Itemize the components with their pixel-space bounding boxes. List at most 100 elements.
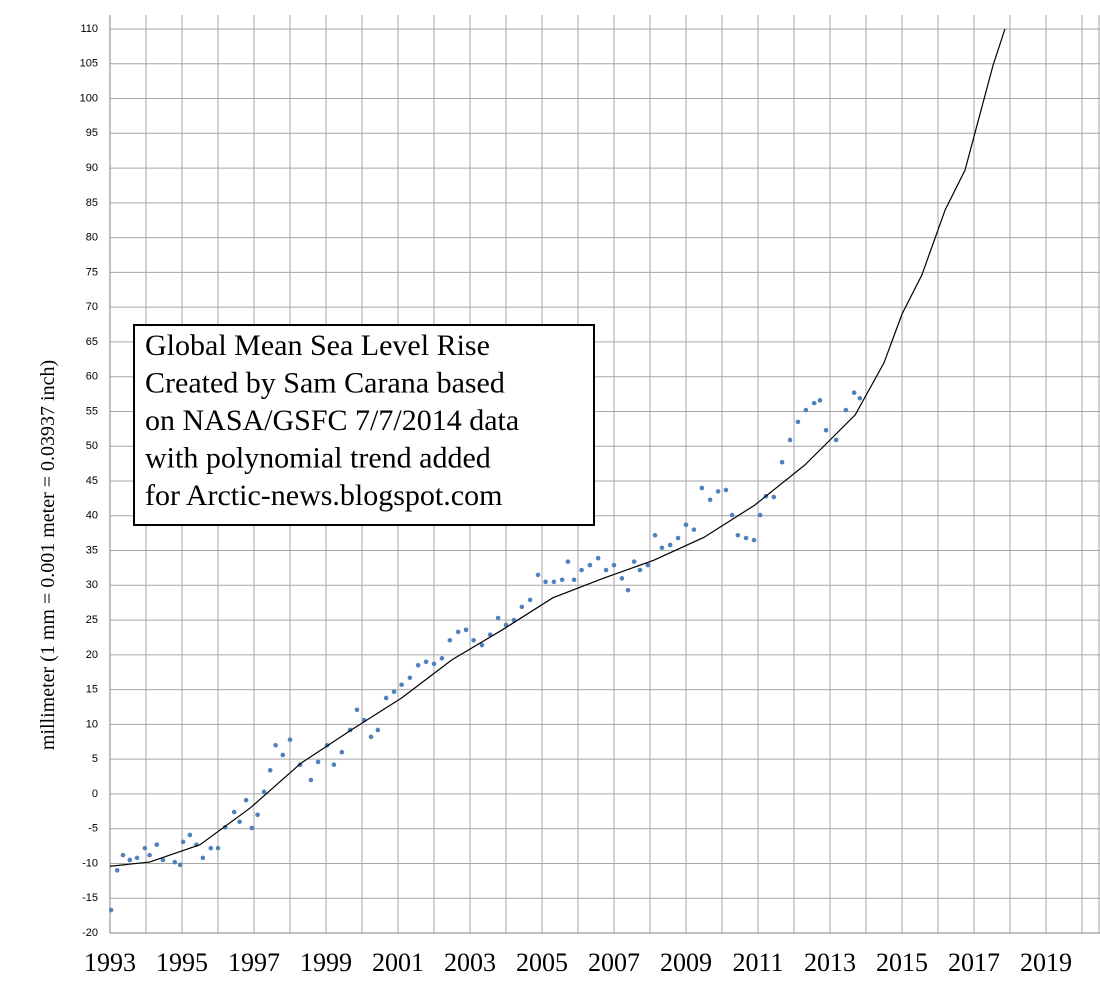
y-tick-label: 10 — [86, 718, 98, 730]
data-point — [645, 562, 651, 568]
y-tick-label: -10 — [82, 857, 98, 869]
data-point — [729, 512, 735, 518]
data-point — [579, 567, 584, 573]
y-tick-label: 60 — [86, 371, 98, 383]
y-tick-label: 35 — [86, 544, 98, 556]
data-point — [243, 797, 249, 803]
data-point — [631, 559, 637, 564]
y-tick-label: 85 — [86, 197, 98, 209]
data-point — [595, 555, 601, 561]
data-point — [843, 407, 849, 413]
data-point — [431, 661, 437, 667]
y-tick-label: 25 — [86, 614, 98, 626]
x-tick-label: 2019 — [1020, 948, 1072, 977]
data-point — [771, 494, 777, 500]
data-point — [375, 727, 381, 733]
data-point — [683, 522, 689, 528]
annotation-line: for Arctic-news.blogspot.com — [145, 479, 502, 512]
data-point — [142, 845, 148, 851]
annotation-line: Created by Sam Carana based — [145, 367, 505, 400]
y-tick-label: 100 — [80, 92, 98, 104]
data-point — [811, 400, 817, 406]
data-point — [519, 604, 525, 610]
x-tick-label: 1997 — [228, 948, 280, 977]
y-tick-label: 50 — [86, 440, 98, 452]
y-tick-label: 15 — [86, 684, 98, 696]
y-tick-label: 105 — [80, 58, 98, 70]
y-tick-label: 0 — [92, 788, 98, 800]
data-point — [455, 629, 461, 635]
data-point — [354, 707, 360, 713]
x-tick-label: 2015 — [876, 948, 928, 977]
data-point — [571, 577, 577, 583]
data-point — [699, 485, 705, 491]
y-tick-label: 95 — [86, 127, 98, 139]
y-axis-label: millimeter (1 mm = 0.001 meter = 0.03937… — [37, 360, 59, 750]
data-point — [587, 562, 593, 568]
data-point — [423, 659, 429, 665]
y-tick-label: 90 — [86, 162, 98, 174]
trend-line — [109, 28, 1006, 867]
data-point — [255, 812, 260, 818]
marks — [108, 28, 1006, 913]
data-point — [134, 855, 140, 861]
data-point — [803, 407, 809, 413]
x-tick-label: 2003 — [444, 948, 496, 977]
data-point — [779, 459, 785, 465]
data-point — [543, 579, 548, 585]
data-point — [180, 839, 186, 845]
x-tick-label: 1993 — [84, 948, 136, 977]
x-tick-label: 2009 — [660, 948, 712, 977]
data-point — [200, 855, 206, 861]
y-tick-label: 20 — [86, 649, 98, 661]
data-point — [187, 832, 193, 838]
data-point — [399, 682, 404, 688]
annotation-frame — [133, 324, 595, 526]
data-point — [463, 627, 469, 633]
annotation-line: on NASA/GSFC 7/7/2014 data — [145, 404, 519, 437]
data-point — [120, 852, 126, 858]
annotation-box: Global Mean Sea Level Rise Created by Sam… — [133, 324, 595, 526]
y-tick-label: 30 — [86, 579, 98, 591]
data-point — [715, 489, 721, 494]
y-tick-label: 65 — [86, 336, 98, 348]
data-point — [851, 390, 857, 395]
data-point — [172, 859, 178, 865]
data-point — [308, 777, 314, 783]
data-point — [611, 562, 617, 568]
data-point — [659, 545, 665, 551]
data-point — [675, 535, 681, 541]
data-point — [757, 512, 763, 518]
data-point — [735, 532, 741, 538]
y-tick-label: 5 — [92, 753, 98, 765]
x-tick-label: 2005 — [516, 948, 568, 977]
data-point — [723, 487, 729, 493]
data-point — [154, 842, 160, 847]
y-tick-label: 40 — [86, 510, 98, 522]
data-point — [415, 662, 421, 668]
data-point — [619, 576, 625, 581]
data-point — [208, 845, 214, 851]
data-point — [707, 497, 713, 503]
data-point — [407, 675, 413, 681]
data-point — [261, 789, 267, 795]
data-point — [527, 597, 533, 603]
data-point — [637, 567, 643, 573]
data-point — [551, 579, 557, 585]
y-tick-label: 55 — [86, 405, 98, 417]
y-tick-label: -20 — [82, 927, 98, 939]
x-tick-label: 1999 — [300, 948, 352, 977]
data-point — [471, 637, 476, 643]
data-point — [795, 419, 801, 425]
x-tick-label: 2013 — [804, 948, 856, 977]
data-point — [315, 759, 321, 765]
x-tick-label: 2007 — [588, 948, 640, 977]
data-point — [565, 559, 571, 564]
data-point — [249, 825, 255, 831]
x-tick-label: 2017 — [948, 948, 1000, 977]
data-point — [857, 395, 863, 401]
data-point — [231, 809, 237, 815]
data-point — [127, 857, 133, 863]
data-point — [559, 577, 565, 583]
data-point — [177, 862, 183, 868]
